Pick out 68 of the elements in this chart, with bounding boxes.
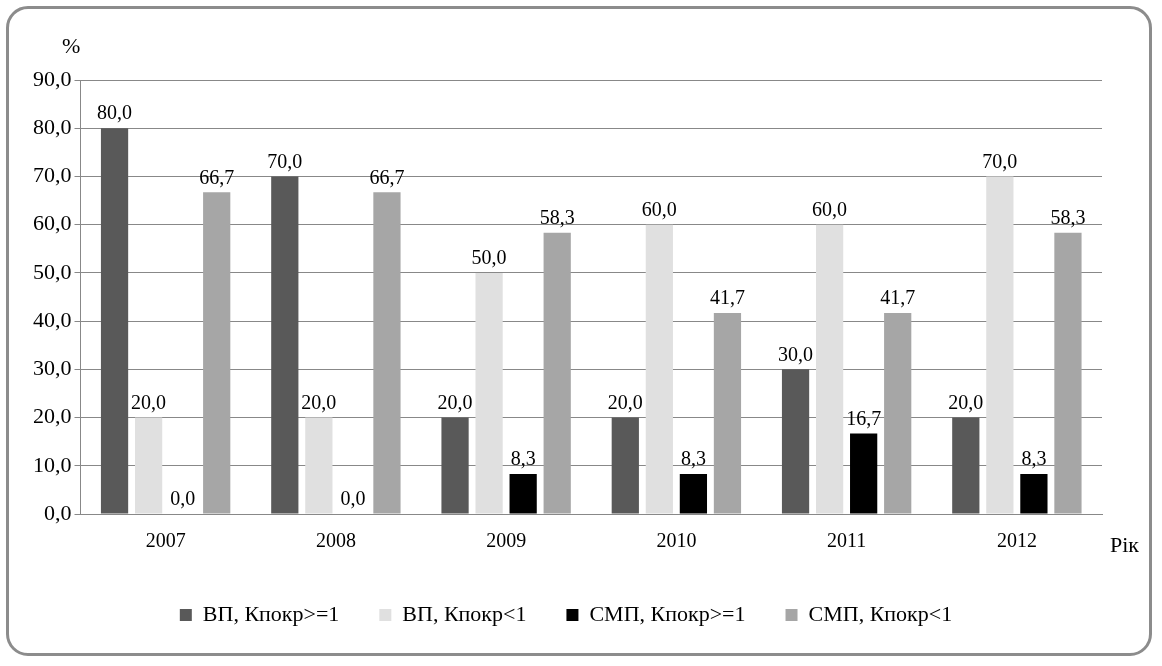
bar [441,417,469,514]
bar [611,417,639,514]
bar [543,232,571,514]
bar [271,176,299,514]
y-tick-label: 20,0 [33,403,72,429]
data-label: 20,0 [131,390,167,413]
y-tick-label: 10,0 [33,451,72,477]
bar [679,473,708,514]
data-label: 41,7 [880,286,916,309]
data-label: 66,7 [199,165,235,188]
legend-label: СМП, Кпокр>=1 [589,600,746,626]
y-tick-label: 0,0 [44,499,72,525]
bar [781,369,810,514]
data-label: 66,7 [369,165,405,188]
y-tick-label: 60,0 [33,210,72,236]
data-label: 16,7 [846,406,882,429]
data-label: 0,0 [170,487,196,510]
data-label: 58,3 [1050,206,1086,229]
bar [1020,473,1048,514]
data-label: 70,0 [982,149,1018,172]
data-label: 60,0 [812,197,848,220]
y-tick-label: 40,0 [33,306,72,332]
data-label: 70,0 [267,149,303,172]
x-tick-label: 2012 [996,529,1037,552]
bar [305,417,333,514]
bar [952,417,980,514]
x-tick-label: 2011 [826,529,867,552]
legend-label: ВП, Кпокр<1 [402,600,527,626]
x-tick-label: 2010 [656,529,697,552]
legend-label: ВП, Кпокр>=1 [202,600,340,626]
y-tick-label: 70,0 [33,162,72,188]
data-label: 60,0 [641,197,677,220]
bar [509,473,537,514]
bar [1054,232,1082,514]
data-label: 20,0 [301,390,337,413]
x-tick-label: 2009 [486,529,527,552]
bar [100,128,129,514]
data-label: 41,7 [709,286,745,309]
x-axis-title: Рік [1110,531,1140,557]
data-label: 80,0 [97,101,133,124]
data-label: 58,3 [539,206,575,229]
bar [203,192,231,514]
bar [134,417,163,514]
data-label: 30,0 [778,342,814,365]
legend-label: СМП, Кпокр<1 [808,600,953,626]
bar [850,433,878,514]
data-label: 8,3 [680,447,706,470]
bar [713,312,742,514]
y-tick-label: 30,0 [33,355,72,381]
data-label: 20,0 [607,390,643,413]
x-tick-label: 2007 [145,529,186,552]
data-label: 20,0 [948,390,984,413]
bar [884,312,912,514]
bar [373,192,401,514]
data-label: 8,3 [510,447,536,470]
bar [815,224,844,514]
y-tick-label: 80,0 [33,114,72,139]
bar [475,272,503,514]
x-tick-label: 2008 [315,529,356,552]
data-label: 20,0 [437,390,473,413]
data-label: 0,0 [340,487,366,510]
data-label: 8,3 [1021,447,1047,470]
y-axis-title: % [62,32,81,58]
bar [986,176,1014,514]
y-tick-label: 50,0 [33,258,72,284]
bar [645,224,673,514]
y-tick-label: 90,0 [33,65,72,91]
data-label: 50,0 [471,246,507,269]
